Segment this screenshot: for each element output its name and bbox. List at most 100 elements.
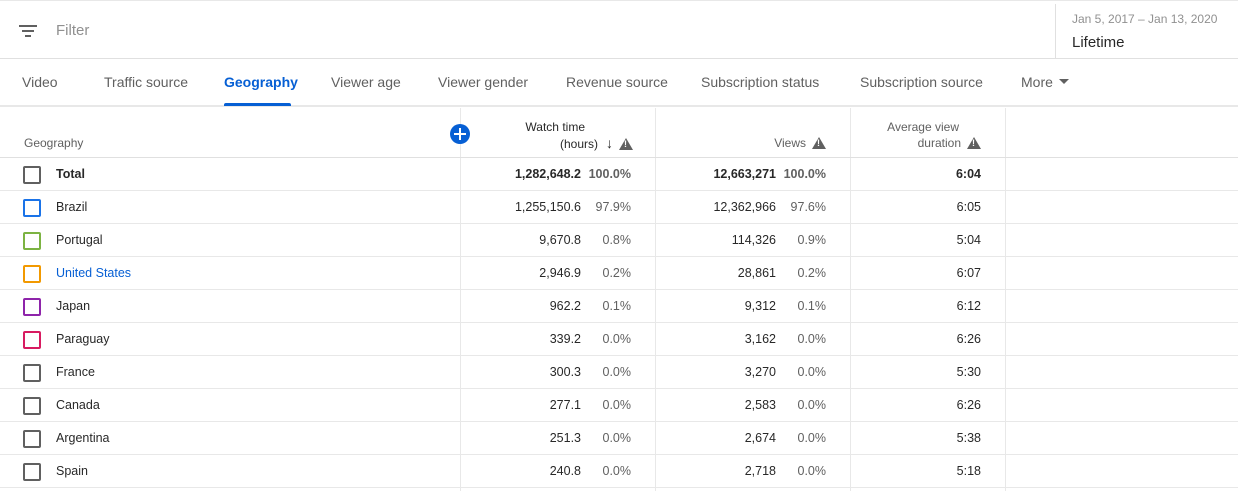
views-value: 3,270 — [744, 365, 776, 379]
country-name: Portugal — [56, 233, 103, 247]
header-watch-time-line2: (hours) — [559, 137, 598, 151]
watch-time-percent: 0.0% — [602, 365, 632, 379]
avg-view-duration-value: 6:07 — [956, 266, 981, 280]
watch-time-value: 962.2 — [549, 299, 581, 313]
row-checkbox[interactable] — [23, 298, 41, 316]
header-views-label: Views — [774, 136, 806, 150]
header-avg-view-duration[interactable]: Average view duration — [860, 119, 981, 151]
watch-time-percent: 0.0% — [602, 464, 632, 478]
watch-time-percent: 0.8% — [602, 233, 632, 247]
watch-time-percent: 0.1% — [602, 299, 632, 313]
tab-traffic-source[interactable]: Traffic source — [104, 74, 189, 90]
table-row: Paraguay 339.2 0.0% 3,162 0.0% 6:26 — [0, 323, 1238, 356]
table-row: Brazil 1,255,150.6 97.9% 12,362,966 97.6% 6:0… — [0, 191, 1238, 224]
avg-view-duration-value: 6:26 — [956, 332, 981, 346]
filter-icon[interactable] — [18, 23, 38, 39]
avg-view-duration-value: 6:26 — [956, 398, 981, 412]
row-checkbox[interactable] — [23, 364, 41, 382]
date-period-label: Lifetime — [1072, 34, 1125, 51]
table-row: France 300.3 0.0% 3,270 0.0% 5:30 — [0, 356, 1238, 389]
row-checkbox[interactable] — [23, 166, 41, 184]
country-name[interactable]: United States — [56, 266, 132, 280]
watch-time-percent: 0.0% — [602, 398, 632, 412]
row-checkbox[interactable] — [23, 232, 41, 250]
warning-icon — [619, 137, 633, 150]
column-divider — [850, 108, 851, 491]
watch-time-value: 9,670.8 — [539, 233, 581, 247]
dimension-tabs: Video Traffic source Geography Viewer ag… — [0, 60, 1238, 107]
watch-time-value: 277.1 — [549, 398, 581, 412]
views-percent: 0.2% — [797, 266, 827, 280]
table-row: United States 2,946.9 0.2% 28,861 0.2% 6:07 — [0, 257, 1238, 290]
views-value: 2,718 — [744, 464, 776, 478]
filter-input[interactable]: Filter — [56, 22, 90, 39]
row-checkbox[interactable] — [23, 265, 41, 283]
views-percent: 100.0% — [783, 167, 826, 181]
column-divider — [655, 108, 656, 491]
avg-view-duration-value: 5:18 — [956, 464, 981, 478]
tab-more[interactable]: More — [1021, 74, 1069, 90]
views-value: 28,861 — [737, 266, 776, 280]
sort-descending-icon: ↓ — [606, 135, 613, 151]
views-value: 12,362,966 — [713, 200, 776, 214]
views-percent: 0.0% — [797, 398, 827, 412]
table-row: Spain 240.8 0.0% 2,718 0.0% 5:18 — [0, 455, 1238, 488]
watch-time-value: 1,282,648.2 — [514, 167, 581, 181]
views-value: 114,326 — [731, 233, 776, 247]
column-divider — [460, 108, 461, 491]
table-header: Geography Watch time (hours) ↓ Views Aver… — [0, 108, 1238, 158]
row-checkbox[interactable] — [23, 463, 41, 481]
views-value: 9,312 — [744, 299, 776, 313]
country-name: Argentina — [56, 431, 110, 445]
avg-view-duration-value: 5:30 — [956, 365, 981, 379]
row-checkbox[interactable] — [23, 430, 41, 448]
tab-more-label: More — [1021, 74, 1053, 90]
add-metric-button[interactable] — [450, 124, 470, 144]
watch-time-percent: 0.2% — [602, 266, 632, 280]
row-checkbox[interactable] — [23, 331, 41, 349]
row-checkbox[interactable] — [23, 397, 41, 415]
country-name: Canada — [56, 398, 100, 412]
views-percent: 0.0% — [797, 365, 827, 379]
filter-bar: Filter Jan 5, 2017 – Jan 13, 2020 Lifeti… — [0, 0, 1238, 59]
header-watch-time[interactable]: Watch time (hours) ↓ — [470, 119, 633, 152]
total-row: Total 1,282,648.2 100.0% 12,663,271 100.0% 6:… — [0, 158, 1238, 191]
views-value: 2,674 — [744, 431, 776, 445]
warning-icon — [812, 136, 826, 149]
country-name: Total — [56, 167, 85, 181]
header-views[interactable]: Views — [700, 135, 826, 151]
tab-revenue-source[interactable]: Revenue source — [566, 74, 668, 90]
tab-subscription-source[interactable]: Subscription source — [860, 74, 983, 90]
tab-subscription-status[interactable]: Subscription status — [701, 74, 820, 90]
date-range-selector[interactable]: Jan 5, 2017 – Jan 13, 2020 Lifetime — [1055, 4, 1238, 58]
tab-geography[interactable]: Geography — [224, 74, 298, 90]
header-watch-time-line1: Watch time — [525, 120, 585, 134]
avg-view-duration-value: 6:05 — [956, 200, 981, 214]
views-percent: 97.6% — [790, 200, 826, 214]
country-name: France — [56, 365, 95, 379]
views-percent: 0.1% — [797, 299, 827, 313]
watch-time-value: 1,255,150.6 — [514, 200, 581, 214]
views-percent: 0.9% — [797, 233, 827, 247]
tab-video[interactable]: Video — [22, 74, 58, 90]
date-range-text: Jan 5, 2017 – Jan 13, 2020 — [1072, 12, 1218, 26]
views-percent: 0.0% — [797, 332, 827, 346]
watch-time-percent: 0.0% — [602, 332, 632, 346]
watch-time-value: 300.3 — [549, 365, 581, 379]
avg-view-duration-value: 5:04 — [956, 233, 981, 247]
table-row: Portugal 9,670.8 0.8% 114,326 0.9% 5:04 — [0, 224, 1238, 257]
avg-view-duration-value: 6:12 — [956, 299, 981, 313]
tab-viewer-age[interactable]: Viewer age — [331, 74, 401, 90]
views-percent: 0.0% — [797, 464, 827, 478]
avg-view-duration-value: 6:04 — [955, 167, 981, 181]
watch-time-value: 251.3 — [549, 431, 581, 445]
table-row: Japan 962.2 0.1% 9,312 0.1% 6:12 — [0, 290, 1238, 323]
avg-view-duration-value: 5:38 — [956, 431, 981, 445]
column-divider — [1005, 108, 1006, 491]
tab-viewer-gender[interactable]: Viewer gender — [438, 74, 529, 90]
watch-time-value: 2,946.9 — [539, 266, 581, 280]
country-name: Brazil — [56, 200, 88, 214]
warning-icon — [967, 136, 981, 149]
row-checkbox[interactable] — [23, 199, 41, 217]
country-name: Japan — [56, 299, 91, 313]
